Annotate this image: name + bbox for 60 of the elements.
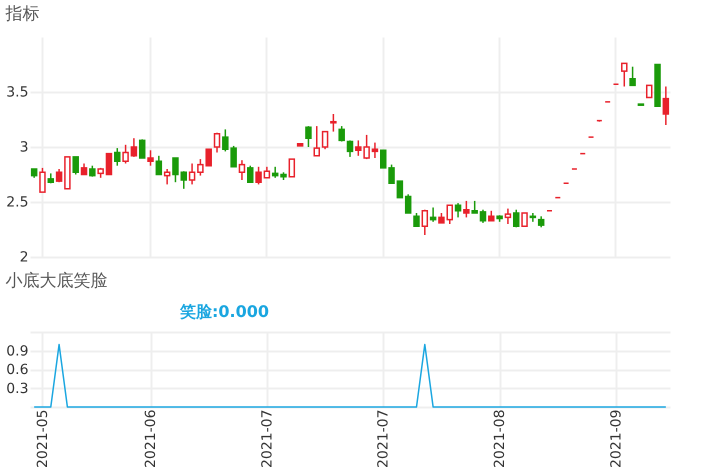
x-tick-label: 2021-08	[492, 410, 508, 468]
chart-title: 指标	[4, 4, 40, 24]
candlestick	[446, 204, 453, 225]
x-tick-label: 2021-07	[376, 410, 392, 468]
candlestick	[646, 84, 652, 98]
candlestick	[346, 140, 354, 158]
candlestick	[180, 170, 188, 190]
candlestick	[147, 150, 154, 166]
candlestick	[538, 216, 544, 228]
y-tick-label: 0.9	[6, 343, 28, 360]
y-tick-label: 0.6	[6, 362, 29, 378]
candlestick	[662, 86, 670, 126]
candlestick	[247, 164, 254, 183]
candlestick	[454, 202, 462, 218]
candlestick	[230, 145, 237, 168]
candlestick	[413, 212, 420, 227]
candlestick	[380, 150, 386, 169]
candlestick	[114, 147, 121, 166]
y-tick-label: 2.5	[6, 194, 28, 210]
candlestick	[322, 130, 328, 150]
candlestick	[422, 208, 428, 236]
candlestick	[138, 138, 146, 159]
candlestick	[621, 62, 628, 88]
candlestick	[488, 210, 495, 222]
x-tick-label: 2021-05	[34, 410, 51, 468]
candlestick	[205, 148, 212, 166]
candlestick	[404, 194, 412, 214]
candlestick	[172, 157, 179, 183]
candlestick	[504, 208, 512, 225]
candlestick	[438, 212, 445, 224]
candlestick	[156, 155, 162, 176]
candlestick	[222, 128, 229, 152]
candlestick	[72, 156, 79, 176]
candlestick	[164, 168, 170, 186]
x-tick-label: 2021-07	[259, 410, 276, 468]
candlestick	[512, 208, 520, 228]
candlestick	[238, 159, 246, 181]
candlestick	[430, 206, 436, 223]
candlestick	[338, 125, 345, 142]
candlestick	[48, 172, 54, 184]
y-tick-label: 3.5	[6, 84, 28, 100]
y-tick-label: 2	[20, 250, 28, 266]
text: 笑脸:0.000	[179, 302, 270, 321]
y-tick-label: 3	[20, 140, 28, 156]
x-tick-label: 2021-06	[143, 409, 160, 468]
candlestick	[314, 125, 320, 157]
candlestick	[305, 125, 312, 148]
candlestick	[629, 66, 636, 86]
candlestick	[80, 162, 88, 176]
candlestick	[288, 158, 296, 178]
candlestick	[463, 200, 470, 218]
candlestick	[355, 140, 362, 157]
y-tick-label: 0.3	[6, 380, 28, 397]
candlestick	[521, 212, 528, 227]
candlestick	[214, 132, 220, 154]
x-tick-label: 2021-09	[608, 410, 624, 468]
chart-title: 小底大底笑脸	[6, 271, 108, 291]
candlestick	[272, 166, 278, 179]
candlestick	[330, 113, 337, 132]
candlestick	[39, 167, 46, 193]
